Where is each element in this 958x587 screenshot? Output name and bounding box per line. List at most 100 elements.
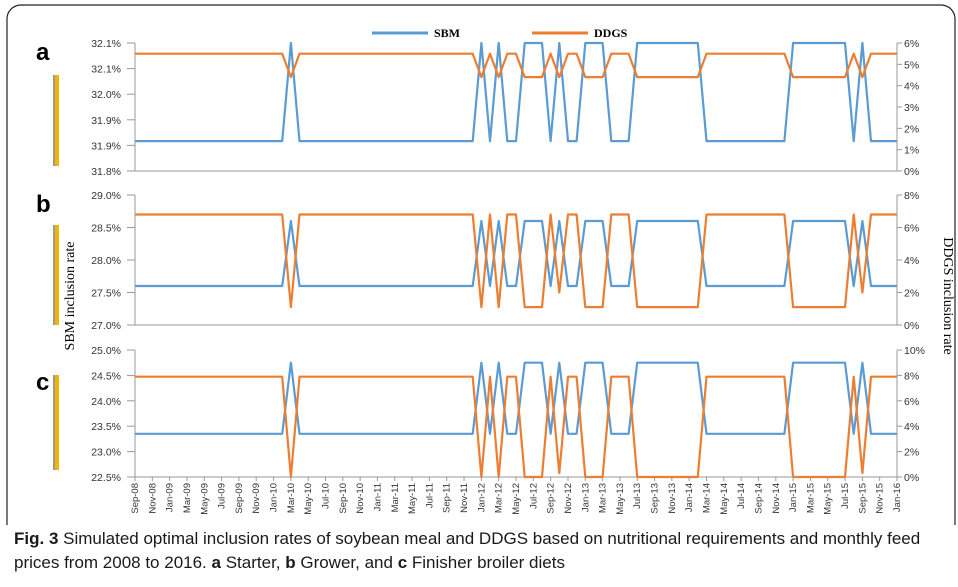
- x-tick-label: Jul-15: [840, 483, 851, 509]
- y-left-tick-b: 28.0%: [91, 255, 121, 267]
- y-right-tick-b: 0%: [904, 320, 919, 332]
- x-tick-label: Nov-14: [771, 483, 782, 514]
- panel-bar-c: [55, 375, 59, 470]
- x-tick-label: May-11: [407, 483, 418, 514]
- legend-label-ddgs: DDGS: [594, 26, 628, 40]
- y-right-tick-b: 2%: [904, 288, 919, 300]
- x-tick-label: May-13: [615, 483, 626, 515]
- series-line-ddgs-b: [135, 213, 897, 309]
- x-tick-label: Jul-10: [321, 483, 332, 509]
- series-line-sbm-b: [135, 219, 897, 288]
- series-line-sbm-a: [135, 41, 897, 143]
- x-tick-label: May-09: [199, 483, 210, 515]
- y-right-tick-c: 8%: [904, 370, 919, 382]
- y-right-tick-a: 6%: [904, 38, 919, 50]
- y-left-tick-b: 27.5%: [91, 288, 121, 300]
- y-right-tick-a: 2%: [904, 123, 919, 135]
- panel-bar-a: [55, 75, 59, 166]
- right-axis-label: DDGS inclusion rate: [940, 237, 955, 354]
- y-left-tick-c: 24.0%: [91, 396, 121, 408]
- x-tick-label: Jul-13: [632, 483, 643, 509]
- x-tick-label: Jan-16: [892, 483, 903, 512]
- x-tick-label: May-14: [719, 483, 730, 515]
- x-tick-label: Jan-15: [788, 483, 799, 512]
- y-right-tick-a: 3%: [904, 102, 919, 114]
- x-tick-label: Mar-10: [286, 483, 297, 513]
- y-left-tick-c: 22.5%: [91, 472, 121, 484]
- y-left-tick-c: 23.0%: [91, 447, 121, 459]
- caption-text-2: Starter,: [220, 553, 286, 572]
- series-line-ddgs-a: [135, 52, 897, 79]
- y-left-tick-c: 23.5%: [91, 421, 121, 433]
- y-left-tick-a: 32.1%: [91, 64, 121, 76]
- x-tick-label: May-10: [303, 483, 314, 515]
- x-tick-label: Nov-10: [355, 483, 366, 514]
- x-tick-label: Nov-11: [459, 483, 470, 513]
- y-right-tick-a: 4%: [904, 81, 919, 93]
- x-tick-label: Nov-13: [667, 483, 678, 514]
- x-tick-label: Sep-15: [857, 483, 868, 514]
- x-tick-label: Mar-11: [390, 483, 401, 512]
- series-line-ddgs-c: [135, 375, 897, 479]
- x-tick-label: Jan-14: [684, 483, 695, 512]
- y-right-tick-a: 5%: [904, 59, 919, 71]
- y-right-tick-b: 6%: [904, 223, 919, 235]
- y-left-tick-b: 29.0%: [91, 190, 121, 202]
- x-tick-label: Mar-15: [805, 483, 816, 513]
- y-left-tick-a: 32.1%: [91, 38, 121, 50]
- figure-chart: SBM DDGS SBM inclusion rate DDGS inclusion …: [6, 4, 956, 525]
- x-tick-label: Nov-15: [875, 483, 886, 514]
- y-left-tick-b: 28.5%: [91, 223, 121, 235]
- x-tick-label: Mar-13: [598, 483, 609, 513]
- x-tick-label: Mar-09: [182, 483, 193, 513]
- y-left-tick-a: 31.9%: [91, 140, 121, 152]
- panel-letter-c: c: [36, 369, 49, 396]
- y-right-tick-b: 4%: [904, 255, 919, 267]
- x-tick-label: Mar-14: [702, 483, 713, 513]
- caption-text-1: Simulated optimal inclusion rates of soy…: [14, 529, 921, 572]
- x-tick-label: Jan-12: [476, 483, 487, 512]
- caption-fig-label: Fig. 3: [14, 529, 59, 548]
- x-tick-label: May-12: [511, 483, 522, 515]
- x-tick-label: Nov-09: [251, 483, 262, 514]
- y-right-tick-c: 6%: [904, 396, 919, 408]
- y-right-tick-c: 4%: [904, 421, 919, 433]
- x-tick-label: Sep-08: [130, 483, 141, 514]
- x-tick-label: Nov-08: [147, 483, 158, 514]
- legend-label-sbm: SBM: [434, 26, 460, 40]
- y-left-tick-b: 27.0%: [91, 320, 121, 332]
- caption-letter-b: b: [285, 553, 296, 572]
- y-right-tick-a: 1%: [904, 145, 919, 157]
- left-axis-label: SBM inclusion rate: [63, 242, 78, 351]
- figure-frame: [6, 4, 956, 525]
- y-left-tick-a: 31.9%: [91, 115, 121, 127]
- x-tick-label: Jan-11: [373, 483, 384, 511]
- x-tick-label: Jan-10: [269, 483, 280, 512]
- x-tick-label: Jul-14: [736, 483, 747, 509]
- x-tick-label: Sep-14: [754, 483, 765, 514]
- x-tick-label: Mar-12: [494, 483, 505, 513]
- x-tick-label: Jul-12: [528, 483, 539, 509]
- x-tick-label: May-15: [823, 483, 834, 515]
- caption-text-3: Grower, and: [295, 553, 398, 572]
- y-right-tick-c: 0%: [904, 472, 919, 484]
- panel-bar-b: [55, 225, 59, 325]
- y-right-tick-c: 10%: [904, 345, 925, 357]
- x-tick-label: Sep-11: [442, 483, 453, 513]
- y-left-tick-a: 31.8%: [91, 166, 121, 178]
- caption-letter-a: a: [211, 553, 221, 572]
- x-tick-label: Sep-10: [338, 483, 349, 514]
- x-tick-label: Jan-13: [580, 483, 591, 512]
- x-tick-label: Sep-13: [650, 483, 661, 514]
- y-right-tick-b: 8%: [904, 190, 919, 202]
- y-left-tick-a: 32.0%: [91, 89, 121, 101]
- panel-letter-a: a: [36, 39, 50, 66]
- x-tick-label: Nov-12: [563, 483, 574, 514]
- y-right-tick-a: 0%: [904, 166, 919, 178]
- x-tick-label: Jan-09: [165, 483, 176, 512]
- x-tick-label: Jul-11: [424, 483, 435, 508]
- caption-text-4: Finisher broiler diets: [407, 553, 565, 572]
- y-left-tick-c: 24.5%: [91, 370, 121, 382]
- x-tick-label: Jul-09: [217, 483, 228, 509]
